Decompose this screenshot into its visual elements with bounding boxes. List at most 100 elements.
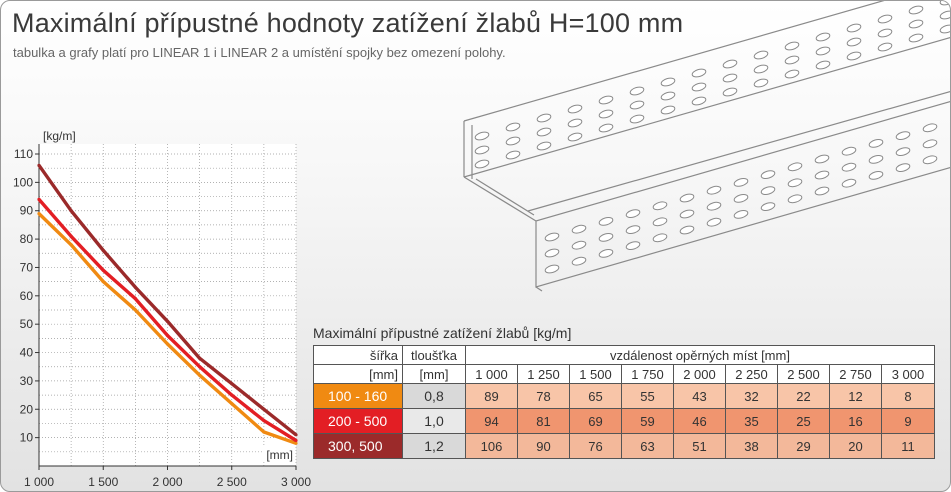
tray-hole bbox=[846, 51, 862, 61]
data-point bbox=[262, 430, 266, 434]
tray-hole bbox=[908, 33, 924, 43]
tray-hole bbox=[679, 193, 695, 203]
tray-hole bbox=[629, 114, 645, 124]
table-cell: 29 bbox=[777, 433, 830, 459]
table-cell: 22 bbox=[777, 383, 830, 409]
table-cell: 76 bbox=[569, 433, 622, 459]
data-point bbox=[69, 243, 73, 247]
table-row: 300, 500 1,2 106 90 76 63 51 38 29 20 11 bbox=[313, 433, 935, 459]
tray-hole bbox=[474, 159, 490, 169]
tray-hole bbox=[815, 60, 831, 70]
table-cell: 69 bbox=[569, 408, 622, 434]
x-tick-label: 1 500 bbox=[88, 475, 118, 489]
tray-hole bbox=[722, 87, 738, 97]
tray-hole bbox=[733, 178, 749, 187]
tray-hole bbox=[787, 162, 803, 172]
tray-hole bbox=[922, 155, 938, 165]
data-point bbox=[165, 342, 170, 346]
x-axis-label: [mm] bbox=[266, 448, 293, 462]
tray-hole bbox=[895, 147, 911, 156]
table-cell: 32 bbox=[725, 383, 778, 409]
data-point bbox=[37, 211, 41, 216]
tray-hole bbox=[679, 225, 695, 235]
tray-hole bbox=[706, 185, 722, 195]
span-header: 2 500 bbox=[777, 364, 830, 384]
load-table: šířka tloušťka vzdálenost opěrných míst … bbox=[313, 345, 935, 459]
y-tick-label: 20 bbox=[20, 402, 34, 416]
y-tick-label: 10 bbox=[20, 431, 34, 445]
table-cell: 55 bbox=[621, 383, 674, 409]
table-cell: 106 bbox=[465, 433, 518, 459]
y-tick-label: 40 bbox=[20, 346, 34, 360]
tray-hole bbox=[629, 86, 645, 96]
x-tick-label: 2 500 bbox=[217, 475, 247, 489]
data-point bbox=[262, 407, 266, 411]
tray-hole bbox=[652, 233, 668, 243]
table-cell: 89 bbox=[465, 383, 518, 409]
x-tick-label: 3 000 bbox=[281, 475, 311, 489]
y-tick-label: 90 bbox=[20, 204, 34, 218]
tray-hole bbox=[784, 55, 800, 65]
tray-hole bbox=[625, 225, 641, 234]
table-cell: 65 bbox=[569, 383, 622, 409]
tray-hole bbox=[815, 46, 831, 56]
tray-hole bbox=[536, 113, 552, 123]
y-tick-label: 100 bbox=[13, 175, 33, 189]
tray-hole bbox=[908, 5, 924, 15]
tray-hole bbox=[571, 256, 587, 266]
span-header: 2 250 bbox=[725, 364, 778, 384]
tray-hole bbox=[598, 123, 614, 133]
table-cell: 8 bbox=[881, 383, 935, 409]
data-point bbox=[294, 433, 298, 437]
x-tick-label: 2 000 bbox=[152, 475, 182, 489]
tray-hole bbox=[939, 1, 950, 6]
data-point bbox=[230, 393, 234, 397]
tray-hole bbox=[625, 241, 641, 250]
y-tick-label: 80 bbox=[20, 232, 34, 246]
header-width-unit: [mm] bbox=[313, 364, 403, 384]
tray-hole bbox=[544, 248, 560, 258]
tray-hole bbox=[625, 209, 641, 218]
load-chart: 10 20 30 40 50 60 70 80 90 100 110 1 000 1 500 2 000 2… bbox=[13, 129, 311, 489]
tray-hole bbox=[787, 194, 803, 204]
span-header: 1 750 bbox=[621, 364, 674, 384]
table-cell: 46 bbox=[673, 408, 726, 434]
table-cell: 63 bbox=[621, 433, 674, 459]
row-thickness: 1,0 bbox=[402, 408, 466, 434]
tray-hole bbox=[567, 104, 583, 114]
tray-hole bbox=[598, 95, 614, 105]
tray-hole bbox=[784, 41, 800, 51]
tray-hole bbox=[787, 178, 803, 188]
table-cell: 11 bbox=[881, 433, 935, 459]
tray-hole bbox=[706, 217, 722, 227]
table-cell: 9 bbox=[881, 408, 935, 434]
table-cell: 20 bbox=[829, 433, 882, 459]
span-header: 1 000 bbox=[465, 364, 518, 384]
tray-hole bbox=[815, 32, 831, 42]
table-cell: 38 bbox=[725, 433, 778, 459]
tray-hole bbox=[814, 154, 830, 164]
tray-hole bbox=[691, 96, 707, 106]
table-cell: 25 bbox=[777, 408, 830, 434]
tray-hole bbox=[895, 163, 911, 172]
span-header: 1 250 bbox=[517, 364, 570, 384]
table-cell: 59 bbox=[621, 408, 674, 434]
tray-hole bbox=[598, 249, 614, 258]
table-row: 100 - 160 0,8 89 78 65 55 43 32 22 12 8 bbox=[313, 383, 935, 409]
data-point bbox=[133, 285, 137, 289]
tray-hole bbox=[722, 73, 738, 83]
tray-hole bbox=[814, 186, 830, 196]
data-point bbox=[69, 234, 73, 238]
tray-hole bbox=[691, 68, 707, 78]
data-point bbox=[294, 441, 298, 445]
page-title: Maximální přípustné hodnoty zatížení žla… bbox=[12, 8, 684, 38]
data-point bbox=[101, 248, 105, 253]
y-tick-label: 30 bbox=[20, 374, 34, 388]
tray-hole bbox=[474, 131, 490, 141]
data-point bbox=[198, 373, 202, 377]
tray-hole bbox=[939, 24, 950, 34]
row-thickness: 0,8 bbox=[402, 383, 466, 409]
tray-hole bbox=[660, 77, 676, 87]
tray-hole bbox=[505, 122, 521, 132]
